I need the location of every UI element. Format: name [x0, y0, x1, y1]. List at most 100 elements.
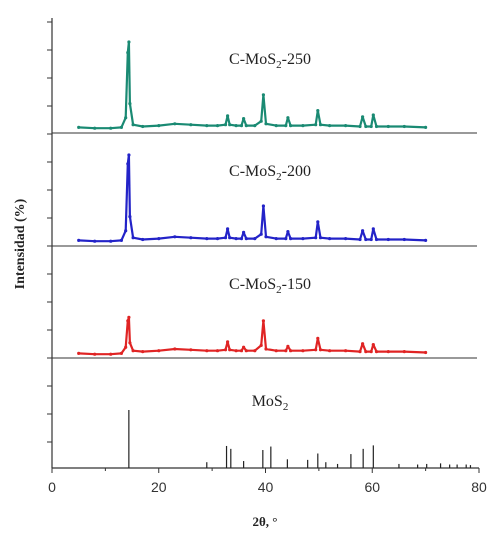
data-point: [259, 232, 263, 236]
data-point: [264, 347, 268, 351]
data-point: [228, 123, 232, 127]
data-point: [301, 237, 305, 241]
data-point: [239, 237, 244, 241]
data-point: [344, 349, 348, 353]
data-point: [314, 123, 318, 127]
data-point: [358, 350, 362, 354]
data-point: [242, 345, 246, 349]
data-point: [234, 124, 238, 128]
data-point: [316, 220, 320, 224]
data-point: [361, 115, 365, 119]
data-point: [284, 349, 288, 353]
data-point: [386, 237, 390, 242]
data-point: [173, 347, 177, 351]
data-point: [226, 227, 230, 231]
data-point: [131, 236, 135, 240]
data-point: [361, 342, 365, 346]
data-point: [157, 349, 161, 353]
reference-group: [128, 410, 472, 468]
data-point: [289, 124, 293, 128]
data-point: [77, 351, 81, 355]
data-point: [128, 215, 132, 219]
data-point: [127, 153, 131, 157]
data-point: [173, 122, 177, 126]
data-point: [242, 117, 246, 121]
data-point: [386, 124, 390, 129]
data-point: [131, 349, 135, 353]
data-point: [402, 237, 406, 242]
data-point: [301, 349, 305, 353]
data-point: [244, 124, 248, 128]
series-label: C-MoS2-250: [229, 51, 311, 71]
data-point: [189, 123, 193, 127]
data-point: [364, 350, 368, 354]
data-point: [109, 352, 113, 356]
data-point: [371, 343, 375, 347]
data-point: [286, 116, 290, 120]
data-point: [131, 123, 135, 127]
data-point: [301, 124, 305, 128]
data-point: [361, 229, 365, 233]
data-point: [109, 239, 113, 243]
data-point: [77, 238, 81, 242]
data-point: [286, 230, 290, 234]
data-point: [358, 237, 362, 242]
data-point: [205, 124, 209, 128]
data-point: [318, 123, 323, 127]
data-point: [364, 237, 368, 242]
data-point: [371, 113, 375, 117]
data-point: [316, 109, 320, 113]
data-point: [369, 350, 373, 354]
data-point: [253, 237, 257, 241]
axes: 0 20 40 60 80: [47, 18, 487, 495]
x-tick-label: 40: [258, 479, 274, 495]
data-point: [424, 350, 428, 355]
data-point: [215, 124, 220, 128]
x-tick-label: 0: [48, 479, 56, 495]
data-point: [223, 348, 228, 352]
data-point: [228, 348, 232, 352]
panels: C-MoS2-250 C-MoS2-200 C-MoS2-150 MoS2: [77, 40, 472, 468]
data-point: [369, 124, 373, 129]
data-point: [264, 122, 268, 126]
data-point: [189, 348, 193, 352]
data-point: [223, 123, 228, 127]
data-point: [141, 124, 145, 129]
data-point: [93, 352, 97, 356]
data-point: [374, 350, 379, 354]
data-point: [274, 124, 278, 128]
data-point: [119, 238, 123, 242]
data-point: [141, 350, 145, 354]
data-point: [127, 315, 131, 319]
data-point: [328, 124, 332, 128]
data-point: [124, 229, 128, 233]
data-point: [244, 237, 248, 241]
data-point: [316, 336, 320, 340]
data-point: [284, 237, 288, 241]
data-point: [386, 350, 390, 354]
data-point: [364, 124, 368, 129]
data-point: [189, 236, 193, 240]
data-point: [226, 340, 230, 344]
data-point: [234, 237, 238, 241]
data-point: [402, 350, 406, 354]
x-tick-label: 60: [364, 479, 380, 495]
data-point: [239, 124, 244, 128]
data-point: [173, 235, 177, 239]
data-point: [127, 40, 131, 44]
data-point: [205, 237, 209, 241]
data-point: [259, 343, 263, 347]
data-point: [226, 114, 230, 118]
data-point: [318, 348, 323, 352]
data-point: [253, 349, 257, 353]
data-point: [109, 126, 113, 130]
data-point: [244, 349, 248, 353]
data-point: [77, 125, 81, 129]
data-point: [289, 237, 293, 241]
data-point: [253, 124, 257, 128]
data-point: [369, 237, 373, 242]
data-point: [424, 238, 428, 242]
data-point: [289, 349, 293, 353]
data-point: [124, 116, 128, 120]
data-point: [264, 235, 268, 239]
